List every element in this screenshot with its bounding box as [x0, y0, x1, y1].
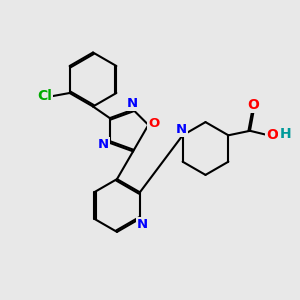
- Text: O: O: [248, 98, 260, 112]
- Text: N: N: [176, 123, 187, 136]
- Text: N: N: [127, 97, 138, 110]
- Text: N: N: [137, 218, 148, 231]
- Text: N: N: [98, 138, 109, 151]
- Text: Cl: Cl: [37, 89, 52, 103]
- Text: O: O: [266, 128, 278, 142]
- Text: O: O: [148, 117, 159, 130]
- Text: H: H: [279, 127, 291, 141]
